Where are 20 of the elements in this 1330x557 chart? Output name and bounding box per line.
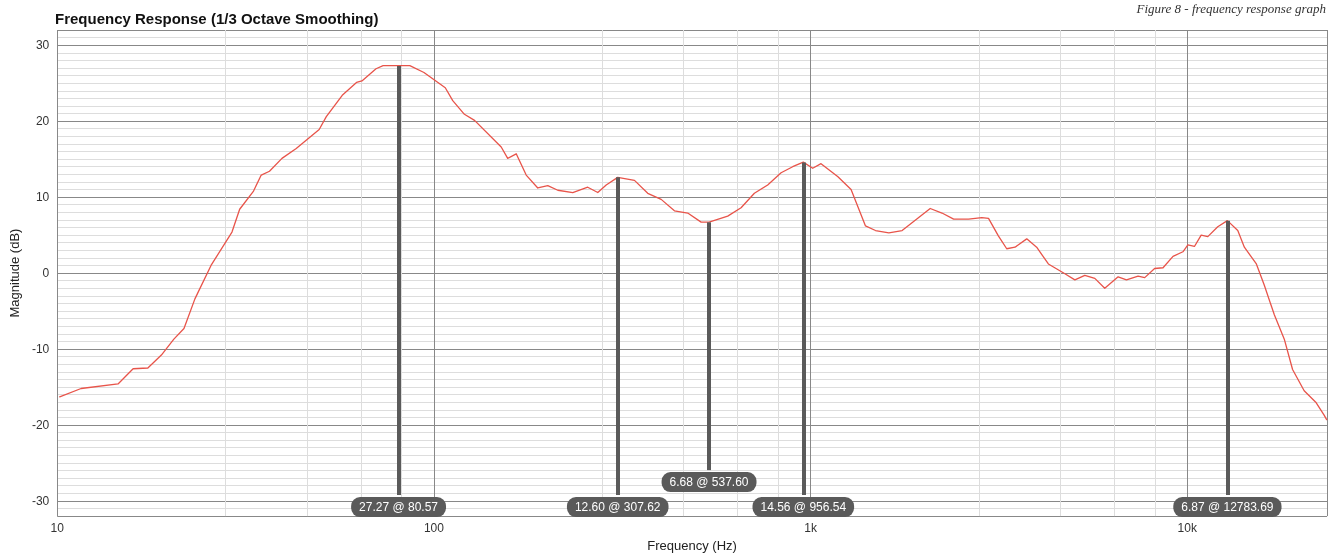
y-tick-label: -30 xyxy=(31,493,50,508)
x-tick-label: 100 xyxy=(423,521,445,536)
y-axis-title: Magnitude (dB) xyxy=(7,228,22,318)
x-tick-label: 10k xyxy=(1177,521,1198,536)
x-tick-label: 1k xyxy=(804,521,818,536)
annotation: 12.60 @ 307.62 xyxy=(574,500,661,515)
y-tick-label: 30 xyxy=(35,38,50,53)
caption: Figure 8 - frequency response graph xyxy=(1135,1,1327,16)
annotation: 14.56 @ 956.54 xyxy=(760,500,847,515)
annotation: 6.87 @ 12783.69 xyxy=(1181,500,1274,515)
y-tick-label: 10 xyxy=(35,190,50,205)
y-tick-label: 0 xyxy=(42,266,50,281)
chart-title: Frequency Response (1/3 Octave Smoothing) xyxy=(55,10,379,27)
annotation: 27.27 @ 80.57 xyxy=(359,500,439,515)
y-tick-label: 20 xyxy=(35,114,50,129)
y-tick-label: -20 xyxy=(31,417,50,432)
y-tick-label: -10 xyxy=(31,342,50,356)
x-tick-label: 10 xyxy=(50,521,65,536)
annotation: 6.68 @ 537.60 xyxy=(669,475,749,490)
x-axis-title: Frequency (Hz) xyxy=(647,538,737,553)
